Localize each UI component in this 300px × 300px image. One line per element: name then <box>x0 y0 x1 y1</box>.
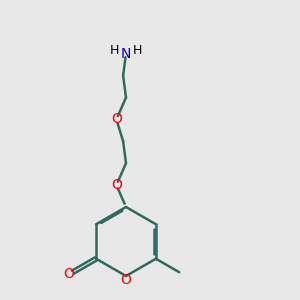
Text: H: H <box>110 44 119 57</box>
Text: O: O <box>111 112 122 126</box>
Text: O: O <box>121 273 131 287</box>
Text: N: N <box>121 47 131 61</box>
Text: O: O <box>64 267 75 281</box>
Text: O: O <box>111 178 122 192</box>
Text: H: H <box>133 44 142 57</box>
